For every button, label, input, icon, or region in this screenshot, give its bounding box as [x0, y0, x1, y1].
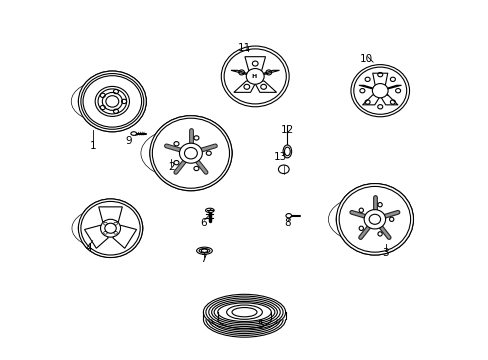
- Ellipse shape: [224, 49, 285, 104]
- Ellipse shape: [336, 184, 413, 255]
- Ellipse shape: [74, 81, 142, 122]
- Ellipse shape: [364, 210, 385, 229]
- Text: 9: 9: [125, 136, 131, 146]
- Ellipse shape: [78, 208, 142, 248]
- Ellipse shape: [214, 301, 274, 323]
- Polygon shape: [230, 70, 250, 75]
- Text: 7: 7: [200, 253, 206, 264]
- Ellipse shape: [152, 118, 229, 188]
- Ellipse shape: [78, 81, 146, 122]
- Text: 13: 13: [273, 152, 286, 162]
- Ellipse shape: [353, 67, 406, 114]
- Text: 4: 4: [85, 243, 92, 253]
- Ellipse shape: [81, 202, 140, 255]
- Ellipse shape: [203, 294, 285, 330]
- Ellipse shape: [81, 73, 143, 129]
- Ellipse shape: [328, 196, 405, 243]
- Ellipse shape: [149, 116, 231, 191]
- Ellipse shape: [78, 199, 142, 257]
- Ellipse shape: [226, 305, 262, 319]
- Ellipse shape: [372, 84, 387, 98]
- Ellipse shape: [141, 128, 223, 178]
- Ellipse shape: [221, 46, 288, 107]
- Polygon shape: [84, 225, 108, 248]
- Ellipse shape: [149, 116, 231, 191]
- Text: 11: 11: [237, 43, 251, 53]
- Polygon shape: [99, 207, 122, 222]
- Ellipse shape: [278, 165, 288, 174]
- Text: 3: 3: [382, 248, 388, 258]
- Ellipse shape: [78, 208, 142, 248]
- Ellipse shape: [331, 196, 408, 243]
- Ellipse shape: [246, 68, 264, 84]
- Ellipse shape: [149, 128, 231, 178]
- Text: 2: 2: [167, 162, 174, 172]
- Ellipse shape: [81, 73, 143, 129]
- Polygon shape: [233, 81, 256, 93]
- Ellipse shape: [78, 81, 146, 122]
- Text: 12: 12: [280, 125, 293, 135]
- Polygon shape: [201, 249, 207, 252]
- Ellipse shape: [285, 213, 291, 218]
- Ellipse shape: [336, 196, 413, 243]
- Ellipse shape: [78, 71, 146, 132]
- Ellipse shape: [149, 128, 231, 178]
- Ellipse shape: [78, 71, 146, 132]
- Ellipse shape: [144, 128, 226, 178]
- Ellipse shape: [152, 118, 229, 188]
- Ellipse shape: [339, 186, 410, 252]
- Ellipse shape: [131, 132, 136, 135]
- Ellipse shape: [179, 143, 202, 163]
- Ellipse shape: [350, 64, 408, 117]
- Ellipse shape: [336, 196, 413, 243]
- Ellipse shape: [78, 199, 142, 257]
- Ellipse shape: [95, 86, 129, 116]
- Polygon shape: [113, 225, 136, 248]
- Text: 1: 1: [89, 141, 96, 151]
- Text: 8: 8: [284, 218, 290, 228]
- Ellipse shape: [211, 300, 277, 325]
- Ellipse shape: [81, 202, 140, 255]
- Ellipse shape: [71, 81, 139, 122]
- Ellipse shape: [72, 208, 136, 248]
- Ellipse shape: [283, 145, 291, 158]
- Text: 10: 10: [359, 54, 372, 64]
- Text: 6: 6: [200, 218, 206, 228]
- Ellipse shape: [83, 76, 142, 127]
- Ellipse shape: [339, 186, 410, 252]
- Ellipse shape: [95, 86, 129, 116]
- Ellipse shape: [83, 76, 142, 127]
- Ellipse shape: [196, 247, 212, 254]
- Ellipse shape: [75, 208, 139, 248]
- Ellipse shape: [205, 296, 283, 328]
- Polygon shape: [253, 81, 276, 93]
- Ellipse shape: [208, 298, 280, 327]
- Ellipse shape: [217, 303, 271, 321]
- Polygon shape: [259, 70, 279, 75]
- Ellipse shape: [102, 93, 122, 111]
- Ellipse shape: [205, 208, 214, 212]
- Ellipse shape: [101, 219, 121, 237]
- Polygon shape: [244, 57, 265, 71]
- Ellipse shape: [102, 93, 122, 111]
- Text: 5: 5: [257, 320, 264, 330]
- Text: H: H: [251, 74, 256, 79]
- Ellipse shape: [336, 184, 413, 255]
